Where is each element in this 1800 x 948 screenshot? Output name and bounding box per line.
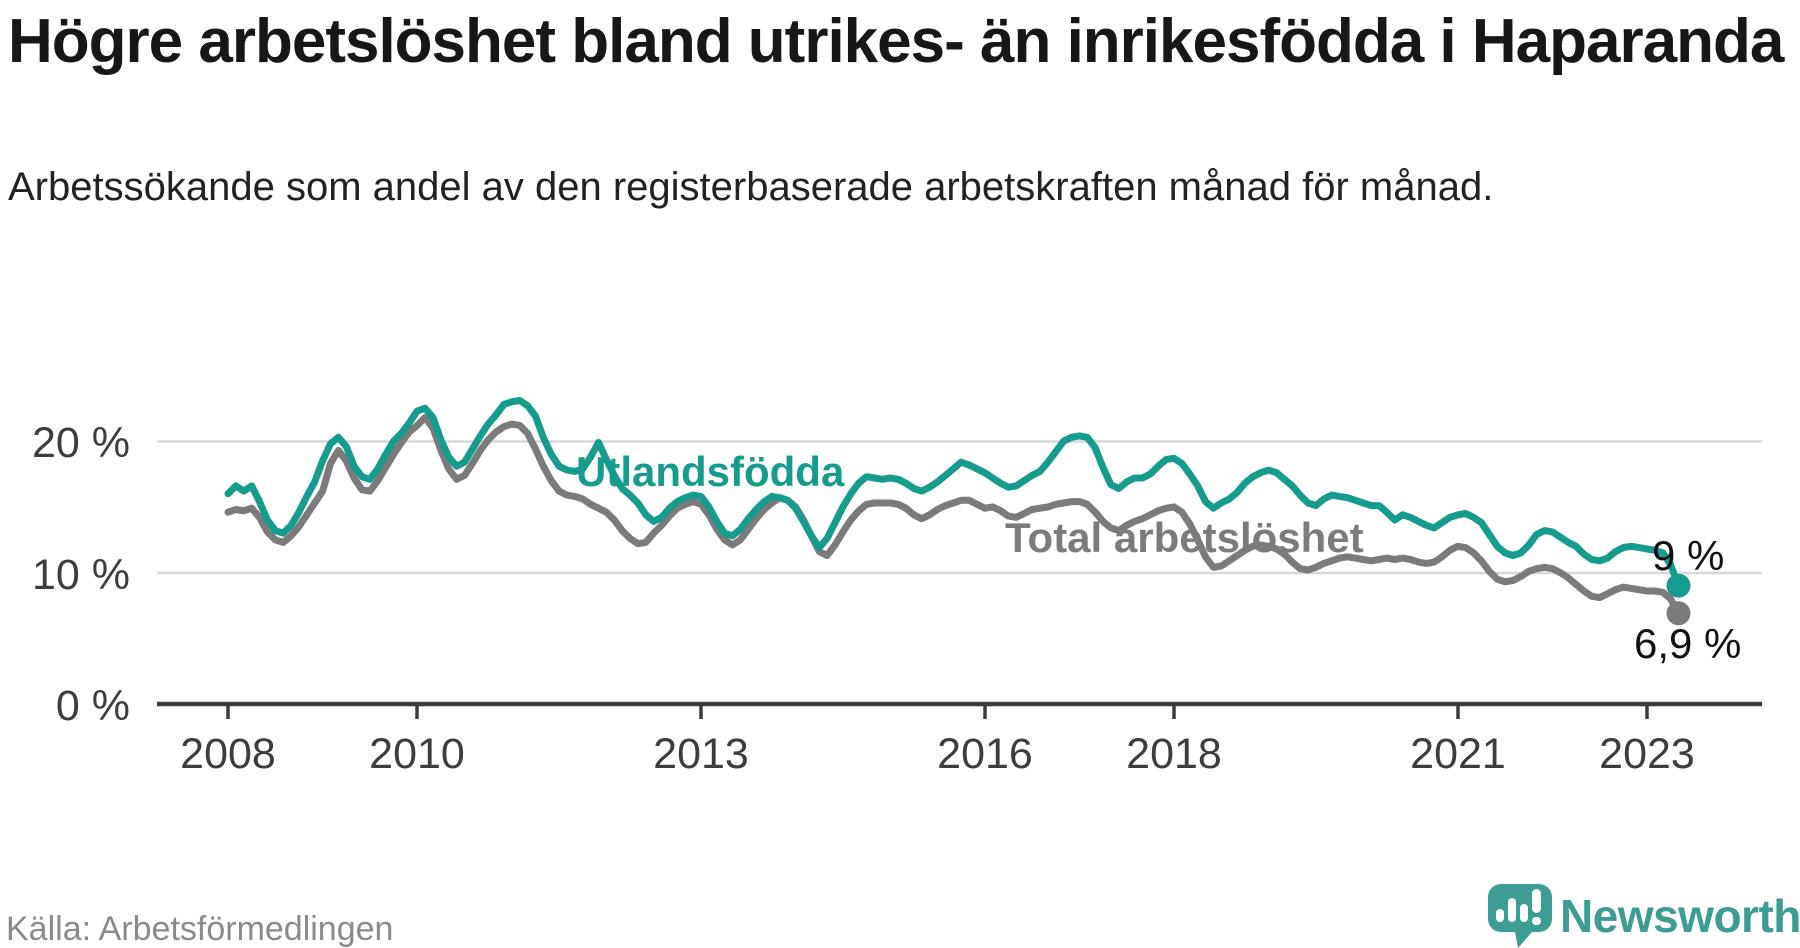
x-tick-label-2010: 2010: [369, 730, 465, 778]
series-end-dot-total: [1666, 601, 1691, 626]
y-tick-label-10: 10 %: [31, 551, 130, 599]
x-tick-label-2013: 2013: [653, 730, 749, 778]
x-tick-label-2021: 2021: [1410, 730, 1506, 778]
brand-name: Newsworthy: [1560, 890, 1800, 942]
newsworthy-logo-icon: [1488, 884, 1552, 948]
bar-chart-glyph: [1496, 889, 1541, 925]
series-label-foreign-born: Utlandsfödda: [576, 448, 845, 495]
series-line-foreign-born: [224, 397, 1682, 590]
exclamation-bar: [1532, 889, 1541, 913]
x-tick-label-2016: 2016: [937, 730, 1033, 778]
end-value-label-total: 6,9 %: [1634, 620, 1742, 667]
x-tick-label-2018: 2018: [1126, 730, 1222, 778]
x-tick-label-2023: 2023: [1599, 730, 1695, 778]
exclamation-dot: [1532, 917, 1541, 925]
series-end-dot-foreign-born: [1666, 573, 1691, 598]
source-note: Källa: Arbetsförmedlingen: [6, 910, 394, 948]
x-axis-ticks: [226, 706, 1649, 719]
end-value-label-foreign-born: 9 %: [1652, 532, 1725, 579]
subtitle: Arbetssökande som andel av den registerb…: [8, 165, 1494, 209]
series-label-total: Total arbetslöshet: [1005, 514, 1364, 561]
y-tick-label-0: 0 %: [55, 682, 130, 730]
page-title: Högre arbetslöshet bland utrikes- än inr…: [8, 7, 1784, 76]
y-tick-label-20: 20 %: [31, 419, 130, 467]
x-tick-label-2008: 2008: [180, 730, 276, 778]
series-line-total: [224, 414, 1682, 617]
